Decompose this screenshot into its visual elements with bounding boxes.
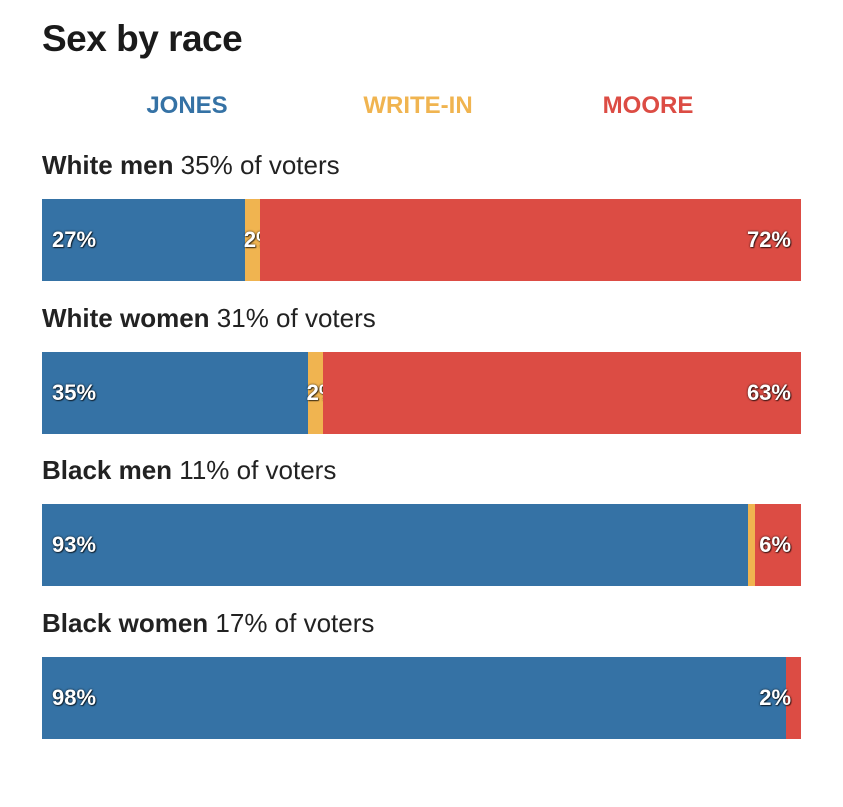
data-label-moore: 2% (759, 685, 791, 710)
data-label-jones: 98% (52, 685, 97, 710)
row-label-black-women: Black women 17% of voters (42, 608, 374, 639)
bar-segment-moore (755, 504, 801, 586)
data-label-moore: 63% (746, 380, 791, 405)
data-label-jones: 27% (52, 227, 97, 252)
row-share: 35% of voters (173, 150, 340, 180)
row-label-white-women: White women 31% of voters (42, 303, 376, 334)
data-label-jones: 93% (52, 532, 97, 557)
legend-moore: MOORE (602, 92, 694, 119)
data-label-moore: 6% (759, 532, 791, 557)
bar-segment-write-in (244, 199, 261, 281)
bar-black-men: 93% 6% (42, 504, 801, 586)
legend-write-in: WRITE-IN (363, 92, 473, 119)
bar-black-women: 98% 2% (42, 657, 801, 739)
bar-segment-moore (322, 352, 801, 434)
row-name: Black men (42, 455, 173, 485)
row-label-white-men: White men 35% of voters (42, 150, 340, 181)
row-label-black-men: Black men 11% of voters (42, 455, 336, 486)
bar-segment-write-in (307, 352, 324, 434)
chart-title: Sex by race (42, 18, 243, 59)
bar-white-men: 27%2%72% (42, 199, 801, 281)
bar-segment-moore (259, 199, 801, 281)
bar-segment-jones (42, 657, 787, 739)
row-share: 17% of voters (208, 607, 375, 638)
bar-segment-jones (42, 352, 309, 434)
bar-segment-write-in (747, 504, 756, 586)
data-label-moore: 72% (746, 227, 791, 252)
legend-jones: JONES (146, 92, 228, 119)
bar-segment-moore (785, 657, 801, 739)
bar-white-women: 35%2%63% (42, 352, 801, 434)
row-name: White men (42, 150, 174, 180)
row-name: Black women (42, 607, 209, 638)
row-share: 11% of voters (172, 455, 337, 485)
data-label-jones: 35% (52, 380, 97, 405)
row-share: 31% of voters (209, 302, 376, 333)
bar-segment-jones (42, 504, 749, 586)
bar-segment-jones (42, 199, 246, 281)
row-name: White women (42, 302, 210, 333)
